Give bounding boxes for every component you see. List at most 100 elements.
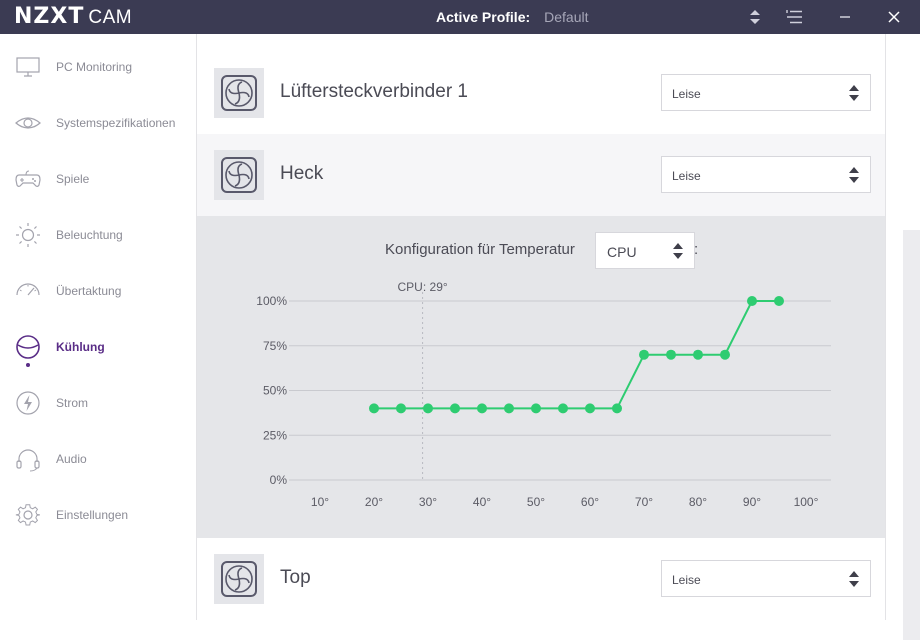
y-tick-label: 50% <box>263 384 287 398</box>
sidebar-item-label: Strom <box>56 396 89 410</box>
fan-curve-panel: Konfiguration für Temperatur CPU : 0% 25%… <box>197 216 885 538</box>
profile-switch-icon[interactable] <box>744 6 766 28</box>
x-tick-label: 70° <box>635 495 653 509</box>
sidebar-item-beleuchtung[interactable]: Beleuchtung <box>0 213 196 257</box>
curve-point[interactable] <box>774 296 784 306</box>
curve-point[interactable] <box>612 403 622 414</box>
sidebar-item-uebertaktung[interactable]: Übertaktung <box>0 269 196 313</box>
active-profile[interactable]: Active Profile: Default <box>436 9 589 25</box>
cooling-icon <box>16 335 40 359</box>
current-temp-label: CPU: 29° <box>398 280 448 294</box>
curve-point[interactable] <box>450 403 460 414</box>
active-indicator <box>26 363 30 367</box>
fan-mode-value: Leise <box>672 87 701 101</box>
title-bar: NZXT CAM Active Profile: Default <box>0 0 920 34</box>
x-tick-label: 80° <box>689 495 707 509</box>
headphones-icon <box>16 449 40 472</box>
curve-point[interactable] <box>693 349 703 360</box>
scrollbar[interactable] <box>903 230 920 640</box>
x-tick-label: 20° <box>365 495 383 509</box>
fan-mode-value: Leise <box>672 573 701 587</box>
sidebar-item-label: Spiele <box>56 172 90 186</box>
fan-row-3: Top Leise <box>197 538 885 620</box>
fan-curve-chart[interactable]: 0% 25% 50% 75% 100% 10° 20° 30° 40° 50° 60° 70° 80°… <box>197 216 885 538</box>
lightning-icon <box>16 391 40 415</box>
sidebar-item-systemspezifikationen[interactable]: Systemspezifikationen <box>0 101 196 145</box>
curve-point[interactable] <box>666 349 676 360</box>
curve-point[interactable] <box>639 349 649 360</box>
fan-icon <box>214 554 264 604</box>
sidebar-item-strom[interactable]: Strom <box>0 381 196 425</box>
config-colon: : <box>694 241 699 258</box>
x-tick-label: 30° <box>419 495 437 509</box>
gamepad-icon <box>15 170 41 187</box>
curve-point[interactable] <box>369 403 379 414</box>
select-arrows-icon <box>849 167 859 183</box>
sidebar-item-label: Übertaktung <box>56 284 122 298</box>
x-tick-label: 40° <box>473 495 491 509</box>
fan-name: Lüftersteckverbinder 1 <box>280 81 468 102</box>
curve-point[interactable] <box>585 403 595 414</box>
fan-curve-line <box>374 300 779 410</box>
fan-name: Heck <box>280 163 324 184</box>
temperature-source-value: CPU <box>607 244 637 260</box>
monitor-icon <box>16 57 40 77</box>
x-tick-label: 10° <box>311 495 329 509</box>
fan-mode-select[interactable]: Leise <box>661 156 871 193</box>
x-tick-label: 100° <box>794 495 819 509</box>
active-profile-value: Default <box>544 9 589 25</box>
sidebar-item-label: Einstellungen <box>56 508 129 522</box>
sidebar-item-pc-monitoring[interactable]: PC Monitoring <box>0 45 196 89</box>
sidebar-item-label: Systemspezifikationen <box>56 116 176 130</box>
curve-point[interactable] <box>477 403 487 414</box>
active-profile-label: Active Profile: <box>436 9 531 25</box>
gear-icon <box>15 504 40 526</box>
x-tick-label: 60° <box>581 495 599 509</box>
fan-mode-select[interactable]: Leise <box>661 74 871 111</box>
x-tick-label: 90° <box>743 495 761 509</box>
temperature-config-label: Konfiguration für Temperatur <box>385 241 575 258</box>
curve-point[interactable] <box>504 403 514 414</box>
close-icon[interactable] <box>883 6 905 28</box>
gauge-icon <box>16 283 40 296</box>
fan-icon <box>214 68 264 118</box>
fan-mode-select[interactable]: Leise <box>661 560 871 597</box>
curve-point[interactable] <box>531 403 541 414</box>
curve-point[interactable] <box>396 403 406 414</box>
eye-icon <box>15 117 41 129</box>
sidebar-item-label: Kühlung <box>56 340 105 354</box>
select-arrows-icon <box>849 571 859 587</box>
nzxt-cam-logo: NZXT CAM <box>14 4 132 30</box>
x-tick-label: 50° <box>527 495 545 509</box>
curve-point[interactable] <box>720 349 730 360</box>
sidebar-item-audio[interactable]: Audio <box>0 437 196 481</box>
sun-icon <box>16 223 40 247</box>
fan-row-1: Lüftersteckverbinder 1 Leise <box>197 52 885 134</box>
curve-point[interactable] <box>423 403 433 414</box>
sidebar-item-label: PC Monitoring <box>56 60 133 74</box>
select-arrows-icon <box>673 243 683 259</box>
menu-icon[interactable] <box>784 6 806 28</box>
sidebar-item-einstellungen[interactable]: Einstellungen <box>0 493 196 537</box>
sidebar-item-kuehlung[interactable]: Kühlung <box>0 325 196 369</box>
fan-mode-value: Leise <box>672 169 701 183</box>
minimize-icon[interactable] <box>834 6 856 28</box>
select-arrows-icon <box>849 85 859 101</box>
temperature-source-select[interactable]: CPU <box>595 232 695 269</box>
logo-sub: CAM <box>88 7 133 28</box>
curve-point[interactable] <box>558 403 568 414</box>
y-tick-label: 0% <box>270 473 288 487</box>
curve-point[interactable] <box>747 296 757 306</box>
fan-name: Top <box>280 567 311 588</box>
logo-main: NZXT <box>14 4 85 29</box>
y-tick-label: 100% <box>256 294 287 308</box>
sidebar: PC Monitoring Systemspezifikationen Spie… <box>0 34 196 640</box>
fan-icon <box>214 150 264 200</box>
y-tick-label: 75% <box>263 339 287 353</box>
sidebar-item-spiele[interactable]: Spiele <box>0 157 196 201</box>
fan-row-2: Heck Leise <box>197 134 885 216</box>
y-tick-label: 25% <box>263 428 287 442</box>
sidebar-item-label: Beleuchtung <box>56 228 123 242</box>
cooling-main: Lüftersteckverbinder 1 Leise Heck Leise <box>196 34 920 640</box>
sidebar-item-label: Audio <box>56 452 87 466</box>
